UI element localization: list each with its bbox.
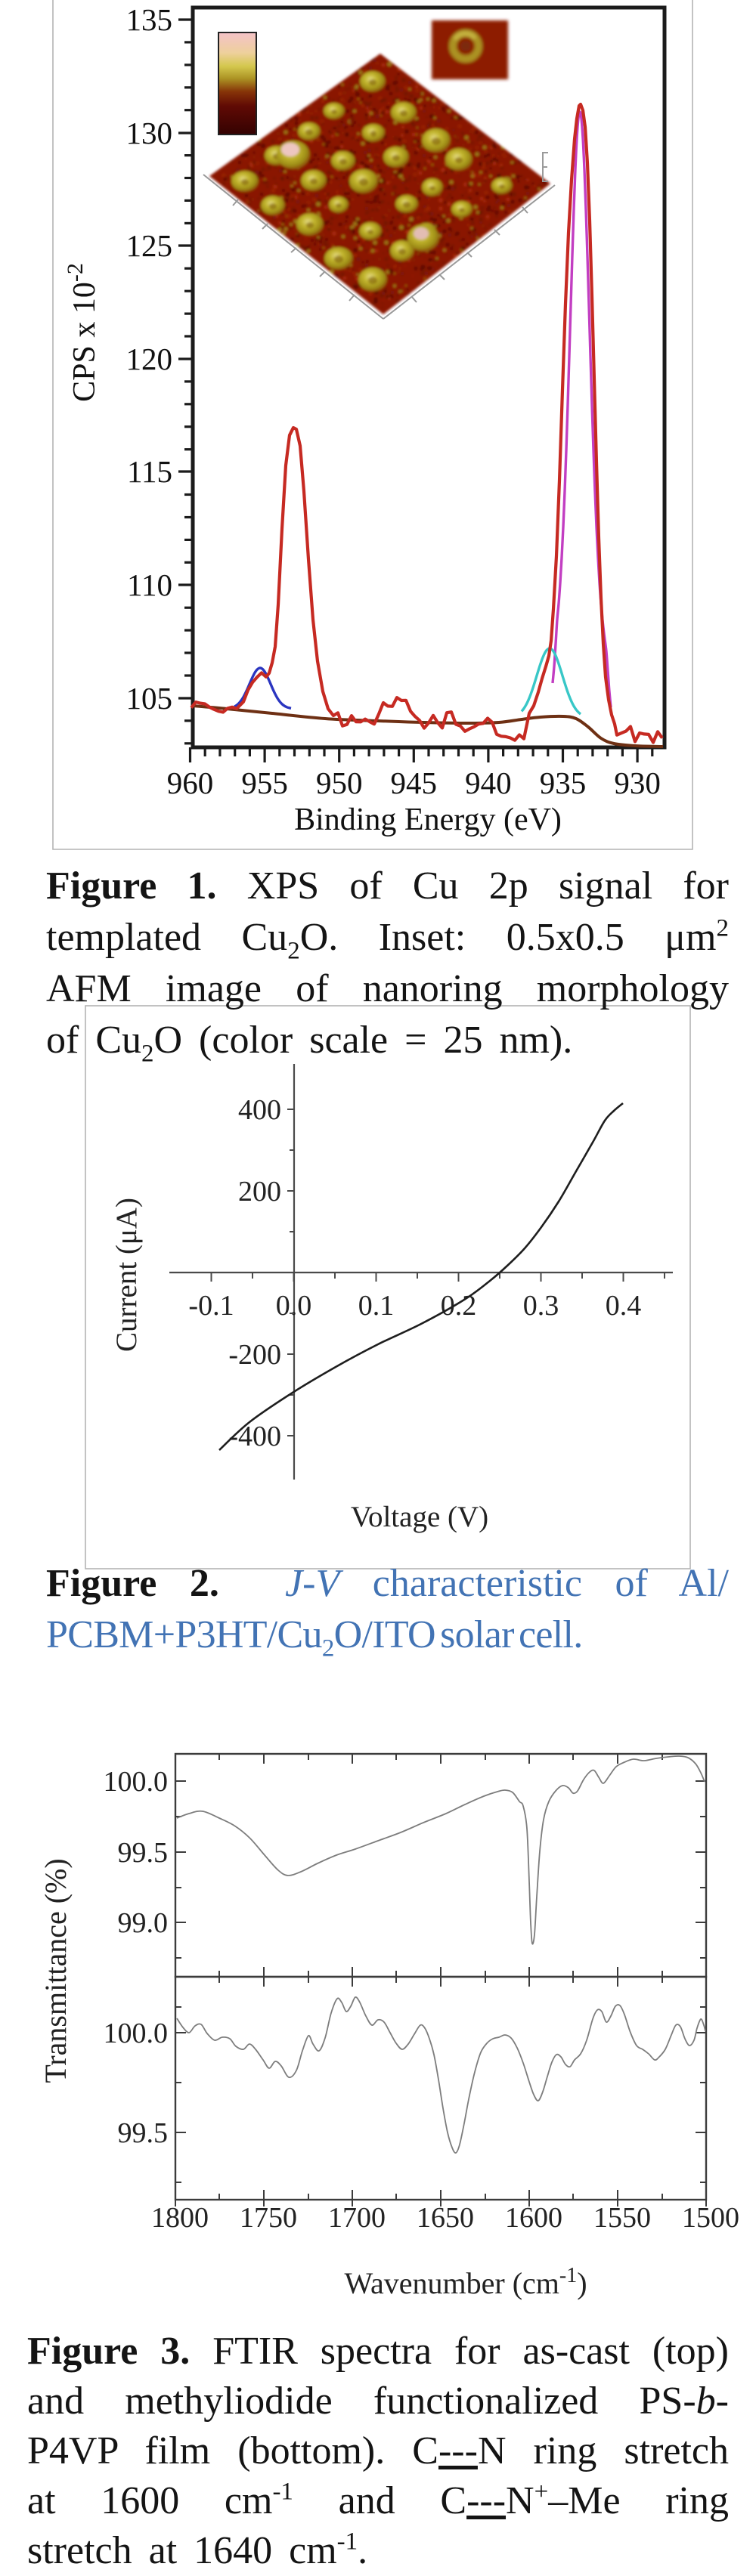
svg-text:99.5: 99.5 [118,1837,169,1869]
svg-text:CPS x 10-2: CPS x 10-2 [63,263,103,402]
svg-text:1550: 1550 [593,2202,651,2234]
svg-text:Transmittance (%): Transmittance (%) [39,1858,73,2083]
svg-text:930: 930 [614,765,661,800]
svg-text:110: 110 [127,567,172,602]
svg-text:1750: 1750 [240,2202,297,2234]
svg-text:99.0: 99.0 [118,1907,169,1939]
svg-text:99.5: 99.5 [118,2117,169,2149]
svg-text:-200: -200 [228,1339,281,1371]
svg-text:400: 400 [238,1094,281,1126]
svg-text:0.1: 0.1 [358,1290,395,1322]
svg-text:940: 940 [465,765,512,800]
svg-text:945: 945 [391,765,438,800]
svg-text:130: 130 [126,116,173,150]
svg-text:0.3: 0.3 [523,1290,559,1322]
svg-text:950: 950 [316,765,363,800]
svg-text:1800: 1800 [151,2202,209,2234]
svg-text:200: 200 [238,1176,281,1208]
svg-text:1600: 1600 [505,2202,562,2234]
svg-text:1650: 1650 [417,2202,474,2234]
svg-text:Voltage (V): Voltage (V) [351,1501,488,1533]
svg-text:0.0: 0.0 [276,1290,312,1322]
svg-text:935: 935 [540,765,587,800]
svg-text:Wavenumber (cm-1): Wavenumber (cm-1) [344,2264,587,2301]
svg-text:Binding Energy (eV): Binding Energy (eV) [294,802,562,837]
svg-text:Current (μA): Current (μA) [110,1198,143,1352]
svg-text:1500: 1500 [682,2202,739,2234]
svg-text:955: 955 [241,765,288,800]
svg-text:960: 960 [167,765,214,800]
svg-text:0.4: 0.4 [606,1290,642,1322]
svg-text:105: 105 [126,681,173,716]
svg-text:100.0: 100.0 [104,2018,169,2049]
svg-text:120: 120 [126,342,173,376]
svg-text:-0.1: -0.1 [188,1290,234,1322]
svg-text:-400: -400 [228,1421,281,1452]
svg-text:1700: 1700 [328,2202,386,2234]
svg-text:100.0: 100.0 [104,1766,169,1798]
svg-text:125: 125 [126,228,173,263]
svg-text:135: 135 [126,2,173,37]
svg-text:115: 115 [127,454,172,489]
